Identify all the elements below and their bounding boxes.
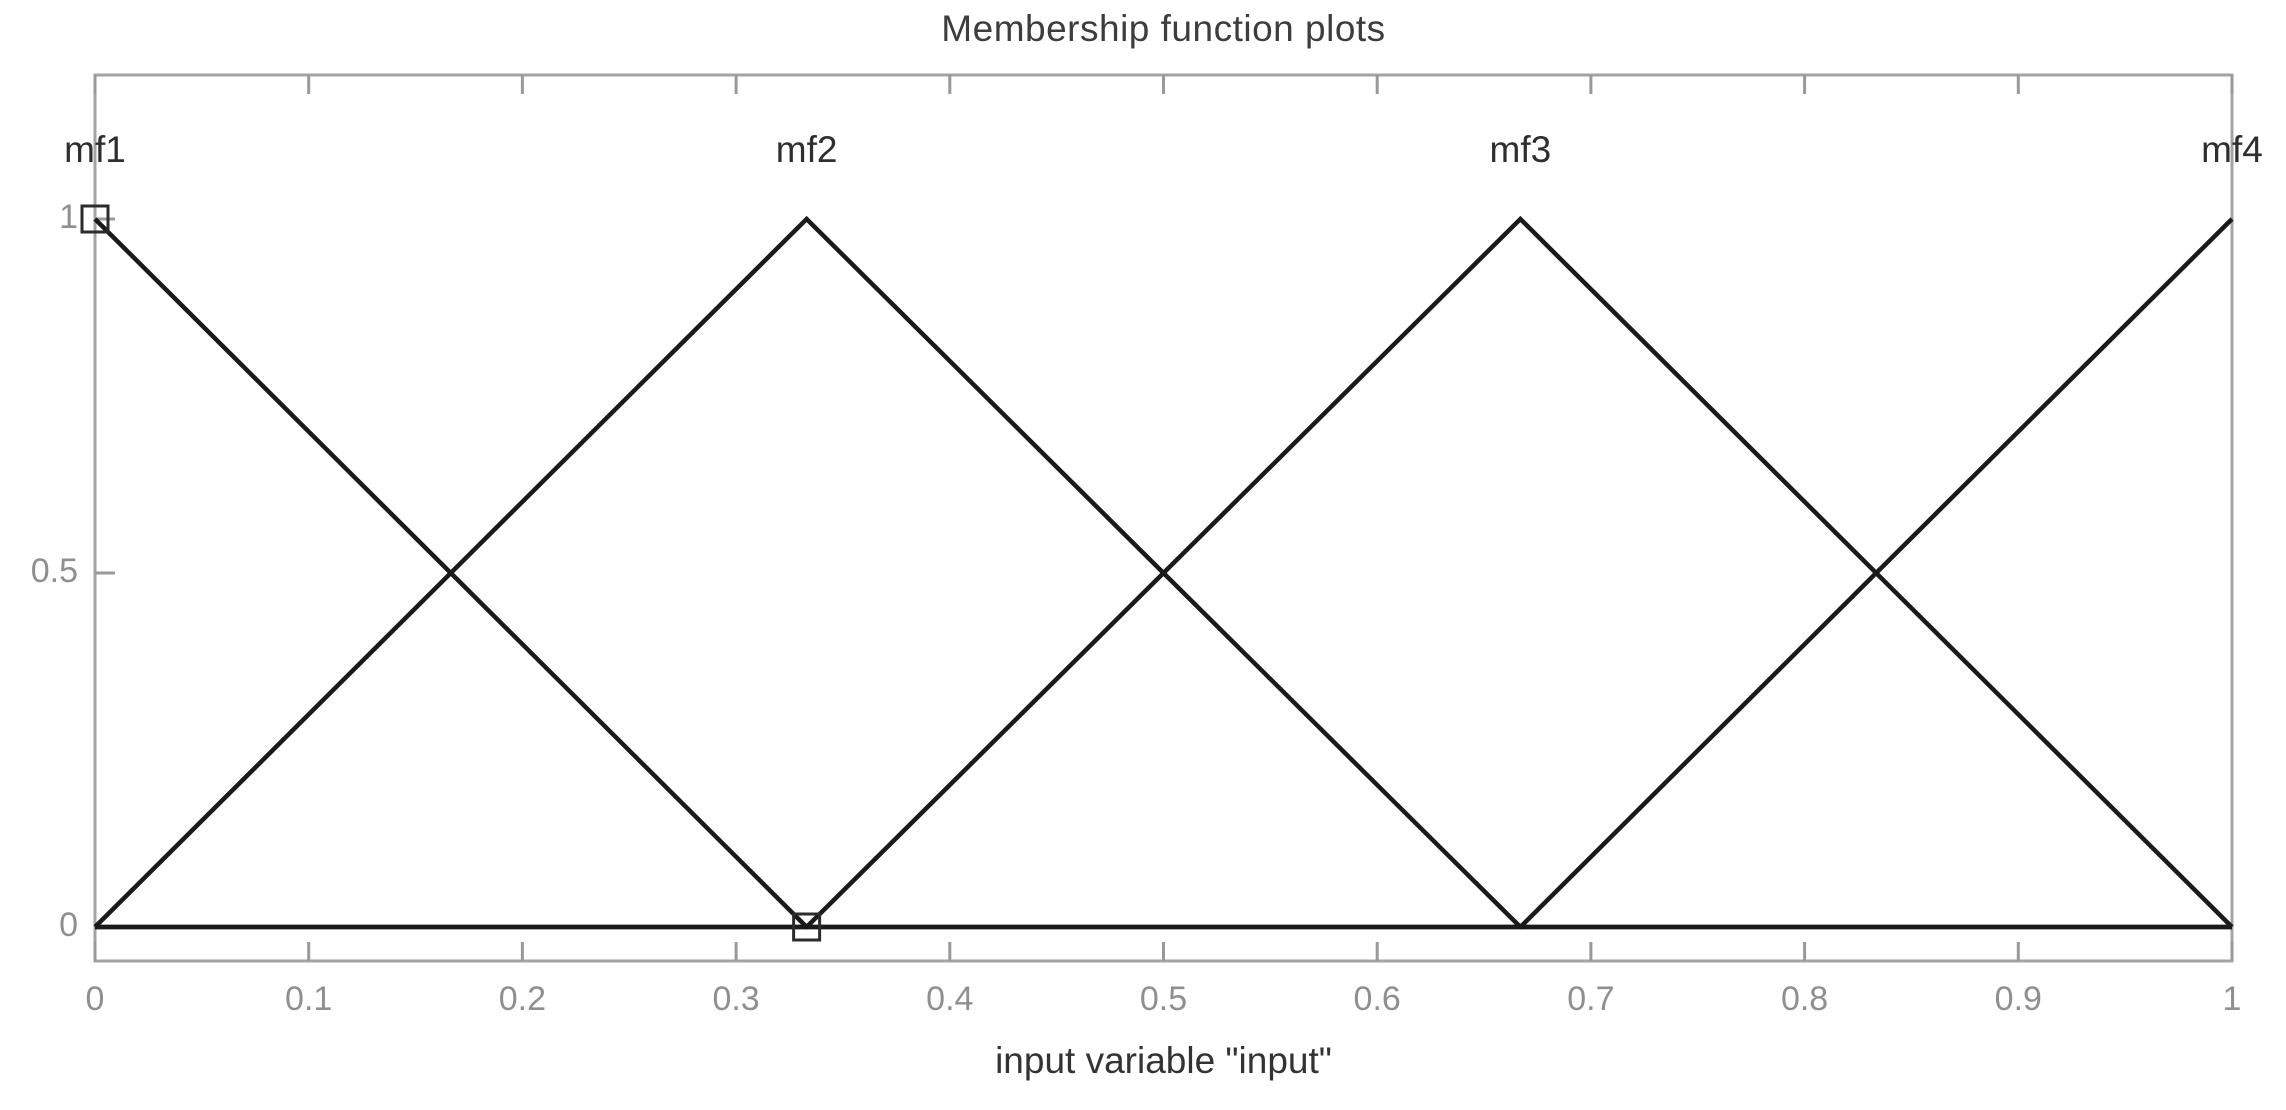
mf-label-mf3[interactable]: mf3 [1489, 129, 1552, 170]
x-tick-label: 0.3 [712, 980, 760, 1018]
x-tick-label: 0.9 [1994, 980, 2042, 1018]
x-tick-label: 0.5 [1139, 980, 1188, 1018]
mf-selection-handle-2[interactable] [792, 912, 822, 942]
x-tick-label: 0.4 [926, 980, 974, 1018]
x-tick-label: 0.7 [1567, 980, 1615, 1018]
chart-title: Membership function plots [941, 8, 1386, 49]
x-tick-label: 0.2 [498, 980, 547, 1018]
x-tick-label: 0.8 [1780, 980, 1829, 1018]
mf-label-mf2[interactable]: mf2 [775, 129, 838, 170]
x-tick-label: 0.6 [1353, 980, 1401, 1018]
x-tick-label: 1 [2222, 980, 2242, 1018]
y-tick-label: 0.5 [30, 552, 78, 590]
x-axis-label: input variable "input" [995, 1040, 1332, 1081]
mf-selection-handle-1[interactable] [80, 204, 110, 234]
mf-curve-mf4[interactable] [95, 217, 2234, 930]
y-tick-label: 0 [59, 906, 78, 944]
x-tick-label: 0.1 [285, 980, 333, 1018]
mf-label-mf1[interactable]: mf1 [64, 129, 126, 170]
y-tick-label: 1 [59, 198, 78, 236]
x-tick-label: 0 [85, 980, 105, 1018]
mf-curve-mf3[interactable] [95, 215, 2234, 930]
axes-box [93, 73, 2234, 963]
mf-label-mf4[interactable]: mf4 [2201, 129, 2263, 170]
